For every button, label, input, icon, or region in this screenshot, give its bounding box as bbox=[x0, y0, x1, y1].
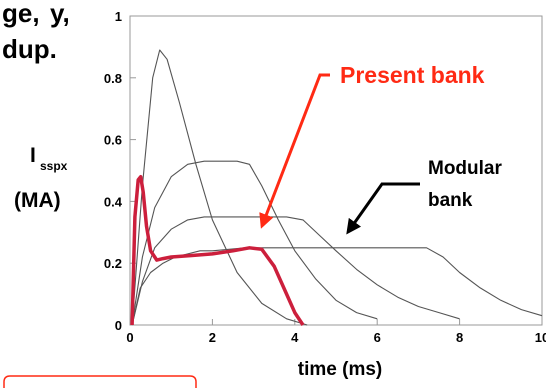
y-tick-label: 0.6 bbox=[104, 133, 122, 148]
y-tick-label: 0 bbox=[115, 318, 122, 333]
x-tick-label: 4 bbox=[291, 330, 299, 345]
trace-line-2 bbox=[131, 160, 378, 326]
y-axis-label-sub: sspx bbox=[40, 159, 68, 173]
x-tick-label: 6 bbox=[374, 330, 381, 345]
y-axis-label-unit: (MA) bbox=[14, 189, 61, 212]
x-tick-label: 10 bbox=[535, 330, 546, 345]
y-tick-label: 0.2 bbox=[104, 256, 122, 271]
header-fragment-1: ge, bbox=[2, 0, 40, 28]
x-tick-label: 8 bbox=[456, 330, 463, 345]
header-fragment-1b: y, bbox=[50, 0, 70, 28]
y-tick-label: 0.4 bbox=[104, 194, 123, 209]
plot-frame bbox=[129, 15, 543, 326]
trace-line-4 bbox=[131, 247, 543, 326]
present-bank-label: Present bank bbox=[340, 62, 485, 88]
trace-line-1 bbox=[131, 49, 308, 326]
modular-bank-arrow bbox=[346, 182, 420, 235]
bottom-box-edge bbox=[3, 375, 197, 388]
header-fragment-2: dup. bbox=[2, 34, 57, 64]
present-bank-arrow bbox=[259, 73, 330, 229]
traces bbox=[130, 49, 543, 326]
y-axis-label-main: I bbox=[30, 144, 36, 167]
modular-bank-label-line2: bank bbox=[428, 190, 473, 211]
x-tick-label: 0 bbox=[126, 330, 133, 345]
y-tick-label: 0.8 bbox=[104, 71, 122, 86]
modular-bank-label-line1: Modular bbox=[428, 158, 502, 179]
x-axis-label: time (ms) bbox=[298, 359, 382, 380]
trace-line-3 bbox=[131, 216, 460, 326]
axis-ticks: 0 2 4 6 8 10 0 0.2 0.4 0.6 0.8 1 bbox=[104, 9, 546, 345]
y-tick-label: 1 bbox=[115, 9, 122, 24]
present-bank-trace bbox=[130, 174, 305, 326]
x-tick-label: 2 bbox=[209, 330, 216, 345]
